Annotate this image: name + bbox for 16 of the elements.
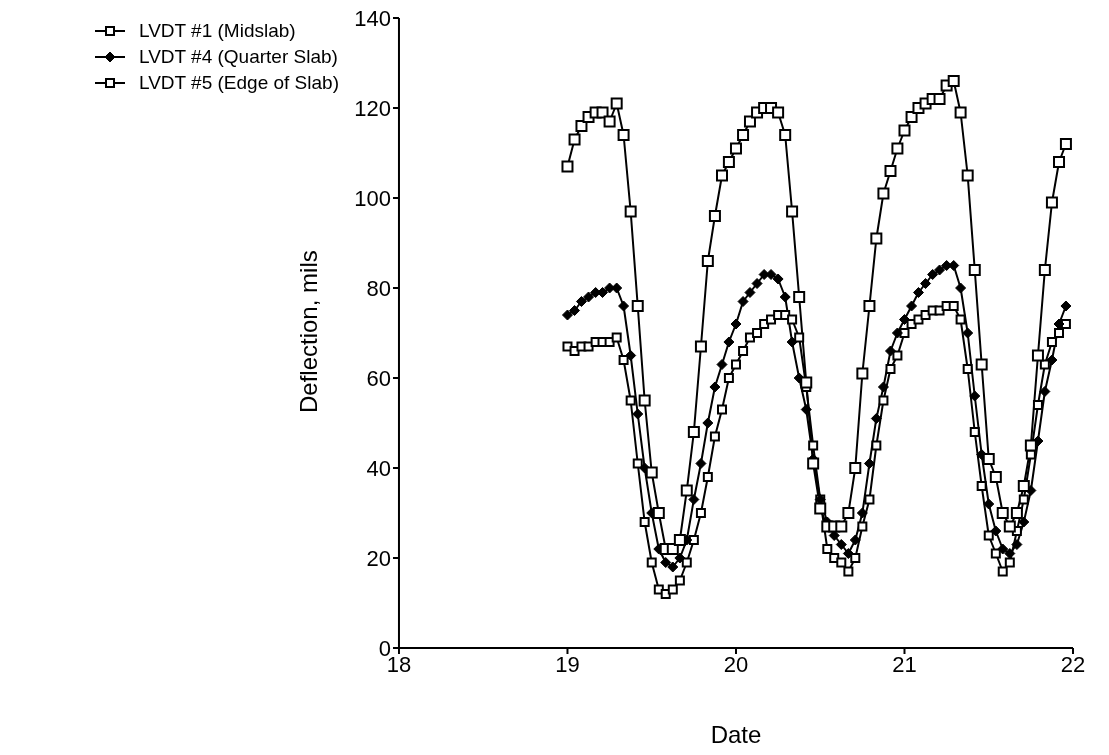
x-tick-label: 19 xyxy=(555,651,580,677)
y-tick-label: 140 xyxy=(354,5,391,31)
y-tick-label: 100 xyxy=(354,185,391,211)
x-tick-label: 20 xyxy=(723,651,749,677)
y-tick-label: 60 xyxy=(366,365,391,391)
legend-label: LVDT #4 (Quarter Slab) xyxy=(139,46,338,68)
y-axis-title: Deflection, mils xyxy=(295,250,323,413)
y-tick-label: 80 xyxy=(366,275,391,301)
y-tick-label: 120 xyxy=(354,95,391,121)
legend-label: LVDT #1 (Midslab) xyxy=(139,20,296,42)
y-tick-label: 40 xyxy=(366,455,391,481)
y-tick-label: 20 xyxy=(366,545,391,571)
x-axis-title: Date xyxy=(710,721,762,748)
legend-label: LVDT #5 (Edge of Slab) xyxy=(139,72,339,94)
x-tick-label: 22 xyxy=(1060,651,1086,677)
x-tick-label: 21 xyxy=(892,651,917,677)
